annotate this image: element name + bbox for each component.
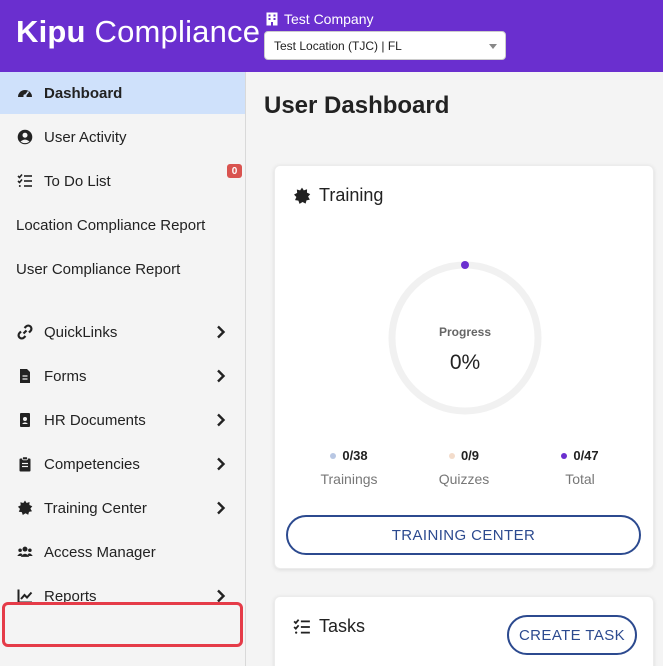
- company-name: Test Company: [266, 11, 373, 27]
- chevron-right-icon: [217, 501, 226, 515]
- user-circle-icon: [17, 129, 33, 145]
- training-card-title: Training: [319, 185, 384, 205]
- progress-label: Progress: [438, 325, 492, 339]
- sidebar-item-competencies[interactable]: Competencies: [0, 443, 245, 485]
- location-value: Test Location (TJC) | FL: [274, 38, 402, 53]
- certificate-icon: [17, 500, 33, 516]
- training-card: Training Progress 0% 0/38 Trainings 0/9 …: [274, 165, 654, 569]
- training-center-button[interactable]: TRAINING CENTER: [286, 515, 641, 555]
- trainings-legend-dot: [330, 452, 337, 459]
- sidebar-item-quicklinks[interactable]: QuickLinks: [0, 311, 245, 353]
- id-badge-icon: [17, 412, 33, 428]
- access-manager-highlight: [2, 602, 243, 647]
- progress-indicator-dot: [461, 261, 469, 269]
- top-bar: Kipu Compliance Test Company Test Locati…: [0, 0, 663, 72]
- location-select[interactable]: Test Location (TJC) | FL: [264, 31, 506, 60]
- app-logo[interactable]: Kipu Compliance: [16, 14, 261, 49]
- sidebar: Dashboard User Activity To Do List Locat…: [0, 72, 246, 666]
- quizzes-label: Quizzes: [438, 471, 490, 487]
- clipboard-icon: [17, 456, 33, 472]
- certificate-icon: [294, 187, 311, 204]
- building-icon: [266, 12, 278, 26]
- trainings-label: Trainings: [320, 471, 378, 487]
- checklist-icon: [17, 173, 33, 189]
- progress-ring: [388, 261, 542, 415]
- page-title: User Dashboard: [264, 92, 450, 119]
- total-label: Total: [565, 471, 595, 487]
- quizzes-count: 0/9: [460, 448, 480, 463]
- file-icon: [17, 368, 33, 384]
- dashboard-icon: [17, 85, 33, 101]
- stat-trainings: 0/38 Trainings: [299, 448, 399, 487]
- sidebar-item-user-compliance-report[interactable]: User Compliance Report: [16, 260, 181, 278]
- chevron-right-icon: [217, 457, 226, 471]
- tasks-card-header: Tasks: [293, 616, 365, 637]
- checklist-icon: [293, 618, 310, 634]
- chevron-right-icon: [217, 369, 226, 383]
- sidebar-item-hr-documents[interactable]: HR Documents: [0, 399, 245, 441]
- training-card-header: Training: [293, 185, 383, 206]
- users-icon: [17, 544, 33, 560]
- chevron-right-icon: [217, 413, 226, 427]
- trainings-count: 0/38: [342, 448, 368, 463]
- tasks-card: Tasks CREATE TASK: [274, 596, 654, 666]
- create-task-button[interactable]: CREATE TASK: [507, 615, 637, 655]
- quizzes-legend-dot: [448, 452, 455, 459]
- sidebar-item-location-compliance-report[interactable]: Location Compliance Report: [16, 216, 206, 234]
- sidebar-item-training-center[interactable]: Training Center: [0, 487, 245, 529]
- link-icon: [17, 324, 33, 340]
- progress-value: 0%: [449, 351, 481, 374]
- chevron-right-icon: [217, 325, 226, 339]
- stat-total: 0/47 Total: [530, 448, 630, 487]
- sidebar-item-to-do-list[interactable]: To Do List: [0, 160, 245, 202]
- todo-count-badge: 0: [227, 164, 242, 178]
- tasks-card-title: Tasks: [319, 616, 366, 636]
- sidebar-item-access-manager[interactable]: Access Manager: [0, 531, 245, 573]
- sidebar-item-forms[interactable]: Forms: [0, 355, 245, 397]
- stat-quizzes: 0/9 Quizzes: [414, 448, 514, 487]
- company-label: Test Company: [284, 11, 374, 27]
- total-legend-dot: [561, 452, 568, 459]
- chevron-right-icon: [217, 589, 226, 603]
- sidebar-item-dashboard[interactable]: Dashboard: [0, 72, 245, 114]
- caret-down-icon: [489, 44, 497, 49]
- sidebar-item-user-activity[interactable]: User Activity: [0, 116, 245, 158]
- total-count: 0/47: [573, 448, 599, 463]
